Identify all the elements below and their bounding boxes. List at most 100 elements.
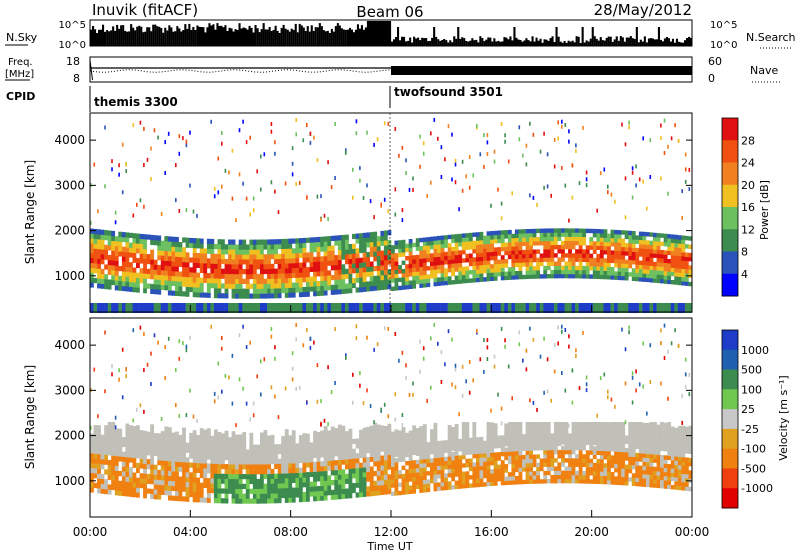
power-cell: [596, 262, 601, 267]
power-cell: [497, 263, 502, 269]
power-cell: [320, 285, 325, 291]
power-cell: [660, 303, 664, 313]
velocity-cell: [391, 458, 395, 463]
velocity-cell: [217, 473, 222, 479]
power-cell: [412, 276, 417, 281]
power-cell: [437, 303, 441, 313]
velocity-cell: [114, 475, 119, 481]
velocity-cell: [500, 451, 505, 457]
power-cell: [387, 279, 392, 285]
noise-bar: [250, 27, 253, 46]
power-cell: [646, 252, 650, 258]
velocity-cell: [646, 474, 650, 479]
noise-bar: [124, 30, 127, 46]
power-cell: [603, 245, 608, 251]
velocity-cell: [543, 479, 548, 484]
power-cell: [486, 243, 491, 249]
velocity-cell: [143, 458, 147, 464]
velocity-cell: [454, 455, 459, 461]
velocity-cell: [132, 426, 137, 454]
power-cell: [635, 247, 640, 253]
velocity-cell: [525, 471, 530, 476]
power-cell: [529, 228, 533, 234]
power-cell: [242, 288, 247, 294]
power-cell: [171, 266, 176, 272]
power-cell: [617, 242, 622, 247]
velocity-cell: [217, 478, 222, 484]
noise-bar: [256, 28, 259, 46]
velocity-cell: [458, 412, 460, 417]
power-cell: [277, 239, 282, 245]
velocity-cell: [642, 474, 647, 479]
velocity-cell: [614, 476, 618, 481]
velocity-cell: [667, 455, 672, 461]
power-cell: [132, 272, 137, 278]
velocity-cell: [316, 432, 321, 458]
velocity-cell: [104, 459, 109, 465]
power-cell: [433, 248, 438, 254]
power-cell: [504, 263, 509, 268]
power-cell: [582, 232, 587, 238]
velocity-cell: [104, 469, 109, 475]
power-cell: [348, 268, 353, 274]
power-cell: [571, 163, 574, 168]
velocity-cell: [213, 473, 218, 479]
power-cell: [437, 136, 439, 141]
noise-bar: [611, 41, 614, 46]
velocity-cell: [369, 451, 374, 457]
velocity-cell: [213, 483, 218, 489]
velocity-cell: [284, 458, 289, 464]
power-cell: [228, 239, 232, 245]
power-cell: [649, 257, 654, 262]
power-cell: [228, 273, 232, 279]
power-cell: [688, 244, 693, 249]
power-cell: [571, 274, 576, 279]
velocity-cell: [231, 483, 236, 489]
velocity-cell: [309, 457, 314, 463]
power-cell: [231, 273, 236, 279]
velocity-cell: [497, 477, 502, 482]
power-cell: [596, 266, 601, 271]
power-cell: [260, 187, 262, 192]
velocity-cell: [387, 474, 392, 480]
power-cell: [245, 264, 250, 270]
power-cell: [352, 233, 356, 240]
power-cell: [511, 191, 513, 196]
velocity-cell: [291, 377, 294, 382]
power-cell: [493, 251, 498, 256]
power-cell: [398, 240, 402, 245]
velocity-cell: [468, 458, 473, 463]
velocity-cell: [553, 342, 556, 347]
power-cell: [518, 125, 521, 130]
power-cell: [401, 248, 406, 253]
velocity-cell: [323, 465, 328, 472]
velocity-cell: [175, 471, 179, 477]
power-cell: [93, 233, 98, 239]
power-cell: [408, 272, 413, 277]
velocity-heatmap: [90, 322, 693, 504]
power-cell: [440, 272, 445, 278]
velocity-cell: [359, 472, 363, 478]
velocity-cell: [631, 473, 636, 478]
power-cell: [561, 232, 565, 237]
power-cell: [302, 272, 307, 278]
power-cell: [493, 234, 498, 240]
power-cell: [617, 263, 622, 268]
power-cell: [284, 248, 289, 254]
power-cell: [267, 288, 271, 294]
velocity-cell: [653, 454, 657, 459]
velocity-cell: [568, 344, 570, 349]
power-cell: [543, 257, 548, 262]
power-cell: [121, 271, 126, 277]
power-cell: [171, 236, 176, 242]
noise-bar: [148, 27, 151, 46]
power-cell: [143, 234, 147, 240]
power-cell: [447, 276, 452, 281]
power-cell: [543, 240, 548, 246]
power-cell: [684, 303, 689, 313]
power-cell: [376, 255, 381, 261]
velocity-cell: [610, 397, 613, 402]
velocity-cell: [426, 446, 431, 451]
power-cell: [667, 263, 672, 268]
